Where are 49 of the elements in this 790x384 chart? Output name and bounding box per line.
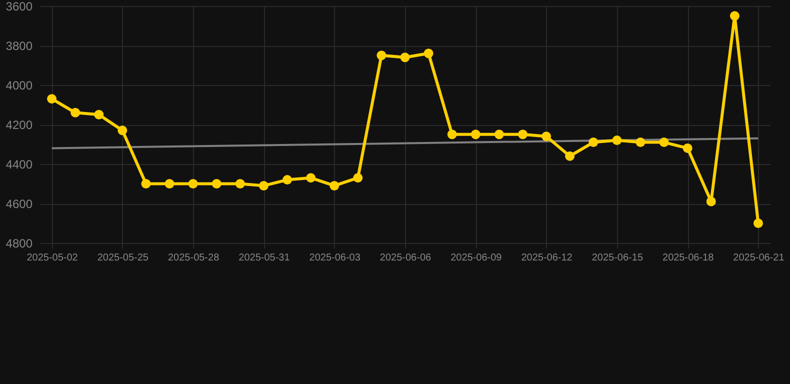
point [682,143,692,153]
point [565,151,575,161]
x-tick-label: 2025-05-02 [26,252,78,264]
x-tick-label: 2025-05-31 [238,252,290,264]
point [424,48,434,58]
point [706,196,716,206]
x-tick-label: 2025-06-09 [450,252,502,264]
point [188,179,198,188]
y-tick-label: 4000 [6,78,33,92]
point [282,175,292,185]
y-tick-label: 4200 [6,118,33,132]
y-tick-label: 4800 [6,236,33,250]
y-tick-label: 4400 [6,158,33,172]
y-tick-label: 4600 [6,197,33,211]
point [258,180,268,190]
point [588,138,598,148]
point [447,130,457,140]
point [542,132,552,142]
point [94,110,104,120]
point [353,173,363,183]
point [470,130,480,140]
point [212,179,222,188]
x-tick-label: 2025-06-03 [309,252,361,264]
point [330,180,340,190]
point [376,50,386,60]
point [518,130,528,140]
x-tick-label: 2025-06-18 [662,252,714,264]
x-tick-label: 2025-06-12 [521,252,573,264]
point [118,126,128,136]
point [400,52,410,62]
x-tick-label: 2025-06-21 [733,252,785,264]
x-tick-label: 2025-06-06 [380,252,432,264]
point [141,179,151,188]
point [636,138,646,148]
point [730,11,740,21]
point [47,94,57,104]
y-tick-label: 3600 [6,0,33,14]
point [494,130,504,140]
x-tick-label: 2025-06-15 [592,252,644,264]
point [659,138,669,148]
point [235,179,245,188]
point [306,173,316,183]
point [164,179,174,188]
x-tick-label: 2025-05-25 [97,252,149,264]
point [612,136,622,146]
x-tick-label: 2025-05-28 [168,252,220,264]
point [70,108,80,118]
y-tick-label: 3800 [6,39,33,53]
point [753,218,763,228]
